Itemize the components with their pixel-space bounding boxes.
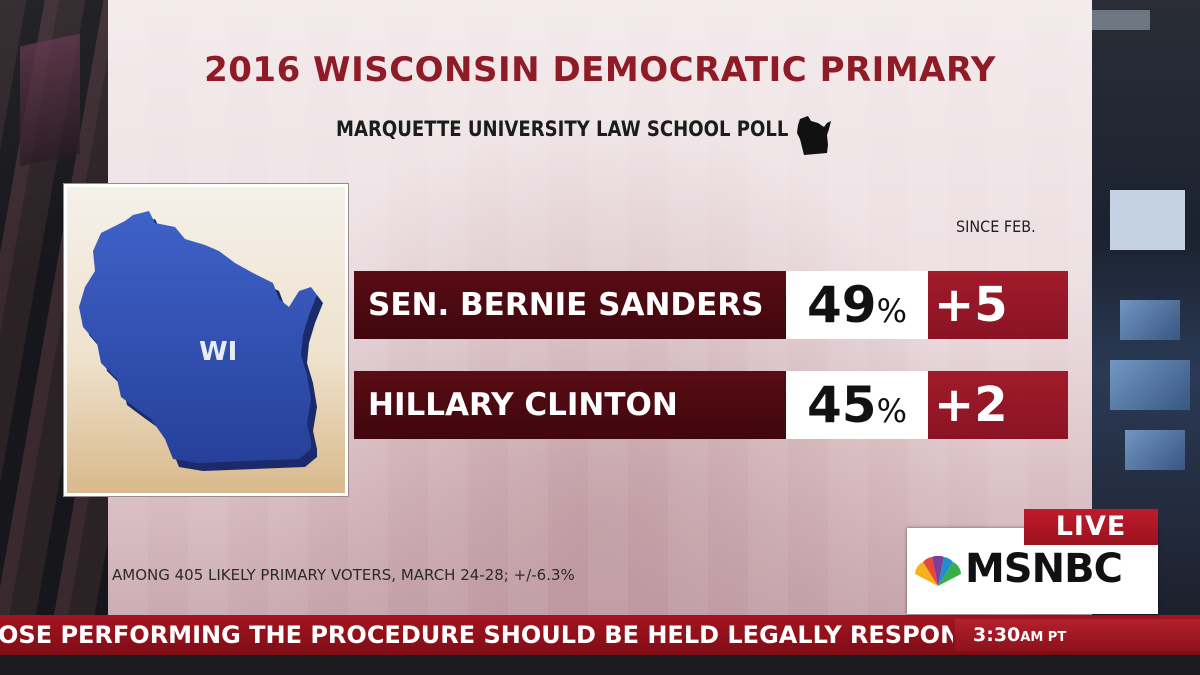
candidate-row: HILLARY CLINTON 45% +2 <box>354 371 1068 439</box>
state-label: WI <box>199 337 238 367</box>
poll-footnote: AMONG 405 LIKELY PRIMARY VOTERS, MARCH 2… <box>112 566 575 584</box>
nbc-peacock-icon <box>915 556 961 586</box>
lower-strip <box>0 655 1200 675</box>
live-badge: LIVE <box>1024 509 1158 545</box>
wisconsin-silhouette-icon <box>797 116 831 155</box>
candidate-name: HILLARY CLINTON <box>354 371 786 439</box>
network-logo-text: MSNBC <box>965 546 1123 592</box>
poll-graphic-panel: 2016 WISCONSIN DEMOCRATIC PRIMARY MARQUE… <box>64 0 1092 615</box>
candidate-change: +2 <box>928 371 1068 439</box>
studio-background-right <box>1090 0 1200 675</box>
candidate-name: SEN. BERNIE SANDERS <box>354 271 786 339</box>
graphic-title: 2016 WISCONSIN DEMOCRATIC PRIMARY <box>204 50 996 90</box>
candidate-row: SEN. BERNIE SANDERS 49% +5 <box>354 271 1068 339</box>
wisconsin-map-card: WI <box>64 184 348 496</box>
candidate-change: +5 <box>928 271 1068 339</box>
since-label: SINCE FEB. <box>956 217 1036 236</box>
poll-source: MARQUETTE UNIVERSITY LAW SCHOOL POLL <box>336 117 789 141</box>
news-ticker: OSE PERFORMING THE PROCEDURE SHOULD BE H… <box>0 615 1200 655</box>
candidate-percent: 45% <box>786 371 928 439</box>
ticker-headline: OSE PERFORMING THE PROCEDURE SHOULD BE H… <box>0 621 953 649</box>
wisconsin-map-icon <box>79 211 323 471</box>
ticker-clock: 3:30AM PT <box>955 619 1200 651</box>
candidate-percent: 49% <box>786 271 928 339</box>
